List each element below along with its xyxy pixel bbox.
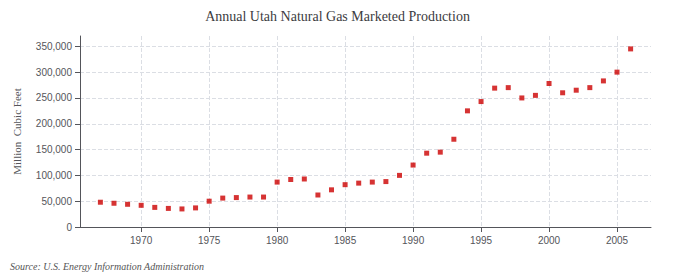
svg-text:150,000: 150,000 — [36, 144, 73, 155]
svg-text:100,000: 100,000 — [36, 170, 73, 181]
svg-text:Million Cubic Feet: Million Cubic Feet — [11, 88, 23, 174]
svg-text:Source: U.S. Energy Informatio: Source: U.S. Energy Information Administ… — [10, 261, 204, 272]
svg-text:1980: 1980 — [266, 235, 289, 246]
svg-text:1985: 1985 — [334, 235, 357, 246]
svg-text:2005: 2005 — [606, 235, 629, 246]
svg-text:50,000: 50,000 — [41, 196, 72, 207]
svg-text:2000: 2000 — [538, 235, 561, 246]
svg-text:1990: 1990 — [402, 235, 425, 246]
svg-text:1975: 1975 — [198, 235, 221, 246]
svg-text:1995: 1995 — [470, 235, 493, 246]
svg-text:0: 0 — [66, 222, 72, 233]
svg-text:350,000: 350,000 — [36, 41, 73, 52]
svg-text:300,000: 300,000 — [36, 67, 73, 78]
svg-text:250,000: 250,000 — [36, 92, 73, 103]
svg-text:1970: 1970 — [130, 235, 153, 246]
svg-text:Annual Utah Natural Gas Market: Annual Utah Natural Gas Marketed Product… — [205, 9, 470, 24]
svg-text:200,000: 200,000 — [36, 118, 73, 129]
